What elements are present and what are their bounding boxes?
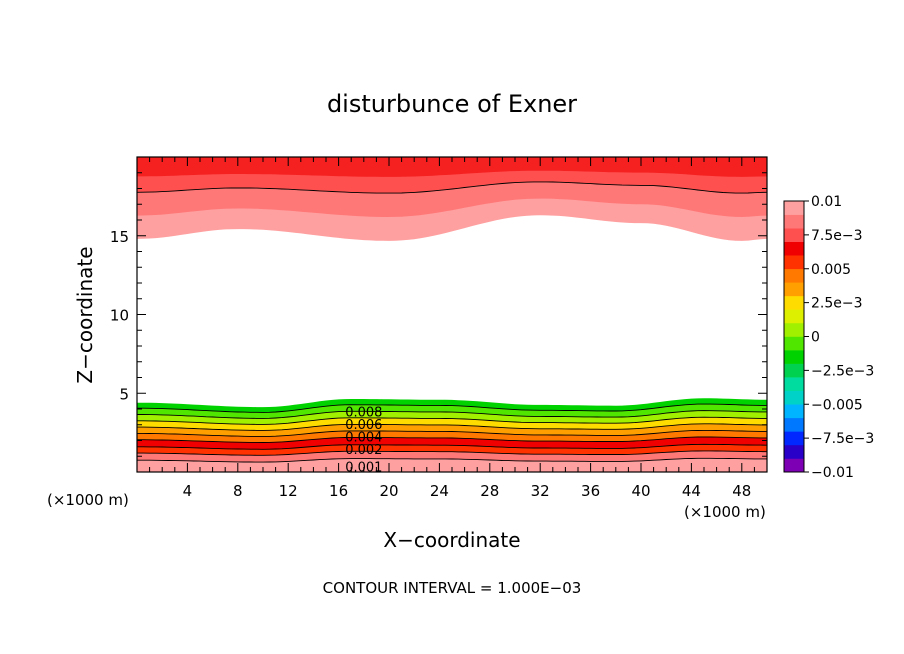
colorbar-swatch	[784, 377, 804, 391]
colorbar-swatch	[784, 363, 804, 378]
colorbar-swatch	[784, 241, 804, 256]
colorbar-swatch	[784, 404, 804, 419]
contour-line-bottom-4	[137, 429, 767, 437]
x-tick-label: 8	[233, 482, 243, 500]
colorbar-swatch	[784, 322, 804, 337]
contour-line-bottom-7	[137, 410, 767, 419]
colorbar-swatch	[784, 214, 804, 229]
colorbar: 0.01 7.5e−3 0.005 2.5e−3 0 −2.5e−3 −0.005 −7.5e…	[783, 194, 874, 481]
colorbar-label: −7.5e−3	[811, 431, 874, 447]
colorbar-label: 0.005	[811, 262, 851, 278]
colorbar-swatch	[784, 350, 804, 364]
y-axis-label: Z−coordinate	[73, 246, 97, 383]
x-tick-label: 36	[581, 482, 600, 500]
colorbar-label: 7.5e−3	[811, 228, 863, 244]
colorbar-swatch	[784, 255, 804, 270]
colorbar-swatch	[784, 336, 804, 351]
x-tick-label: 20	[379, 482, 398, 500]
x-tick-label: 12	[279, 482, 298, 500]
colorbar-swatch	[784, 228, 804, 242]
x-axis-unit-right: (×1000 m)	[684, 503, 766, 521]
x-axis-unit-left: (×1000 m)	[47, 491, 129, 509]
contour-label: 0.008	[345, 405, 382, 420]
contour-line-bottom-1	[137, 450, 768, 456]
colorbar-swatch	[784, 309, 804, 324]
colorbar-swatch	[784, 268, 804, 283]
colorbar-swatch	[784, 390, 804, 405]
x-tick-label: 48	[732, 482, 751, 500]
colorbar-label: −2.5e−3	[811, 363, 874, 379]
contour-line-bottom-6	[137, 416, 767, 425]
chart-title: disturbunce of Exner	[327, 90, 577, 118]
colorbar-label: 2.5e−3	[811, 296, 863, 312]
colorbar-swatch	[784, 417, 804, 432]
colorbar-label: −0.01	[811, 465, 854, 481]
contour-line-top	[136, 181, 768, 194]
x-tick-label: 4	[183, 482, 193, 500]
colorbar-swatch	[784, 201, 804, 215]
colorbar-swatch	[784, 444, 804, 459]
x-axis-label: X−coordinate	[383, 528, 520, 552]
colorbar-swatch	[784, 282, 804, 297]
colorbar-label: 0	[811, 330, 820, 346]
x-tick-label: 16	[329, 482, 348, 500]
contour-line-bottom-2	[137, 443, 768, 450]
x-tick-label: 32	[531, 482, 550, 500]
colorbar-label: −0.005	[811, 397, 863, 413]
contour-label: 0.002	[345, 443, 382, 458]
x-tick-label: 44	[682, 482, 701, 500]
x-tick-label: 28	[480, 482, 499, 500]
contour-line-bottom-5	[137, 423, 767, 431]
colorbar-label: 0.01	[811, 194, 842, 210]
contour-interval-footer: CONTOUR INTERVAL = 1.000E−03	[323, 579, 582, 597]
contour-line-bottom-0	[137, 457, 767, 463]
contour-line-bottom-3	[137, 436, 767, 443]
x-tick-label: 24	[430, 482, 449, 500]
colorbar-swatch	[784, 295, 804, 310]
y-tick-label: 15	[110, 228, 129, 246]
contour-line-bottom-8	[137, 403, 767, 413]
y-tick-label: 10	[110, 307, 129, 325]
contour-label: 0.004	[345, 431, 382, 446]
colorbar-swatch	[784, 458, 804, 473]
contour-label: 0.006	[345, 418, 382, 433]
colorbar-swatch	[784, 431, 804, 446]
x-tick-label: 40	[631, 482, 650, 500]
y-tick-label: 5	[119, 385, 129, 403]
contour-band-top-max	[137, 157, 767, 177]
